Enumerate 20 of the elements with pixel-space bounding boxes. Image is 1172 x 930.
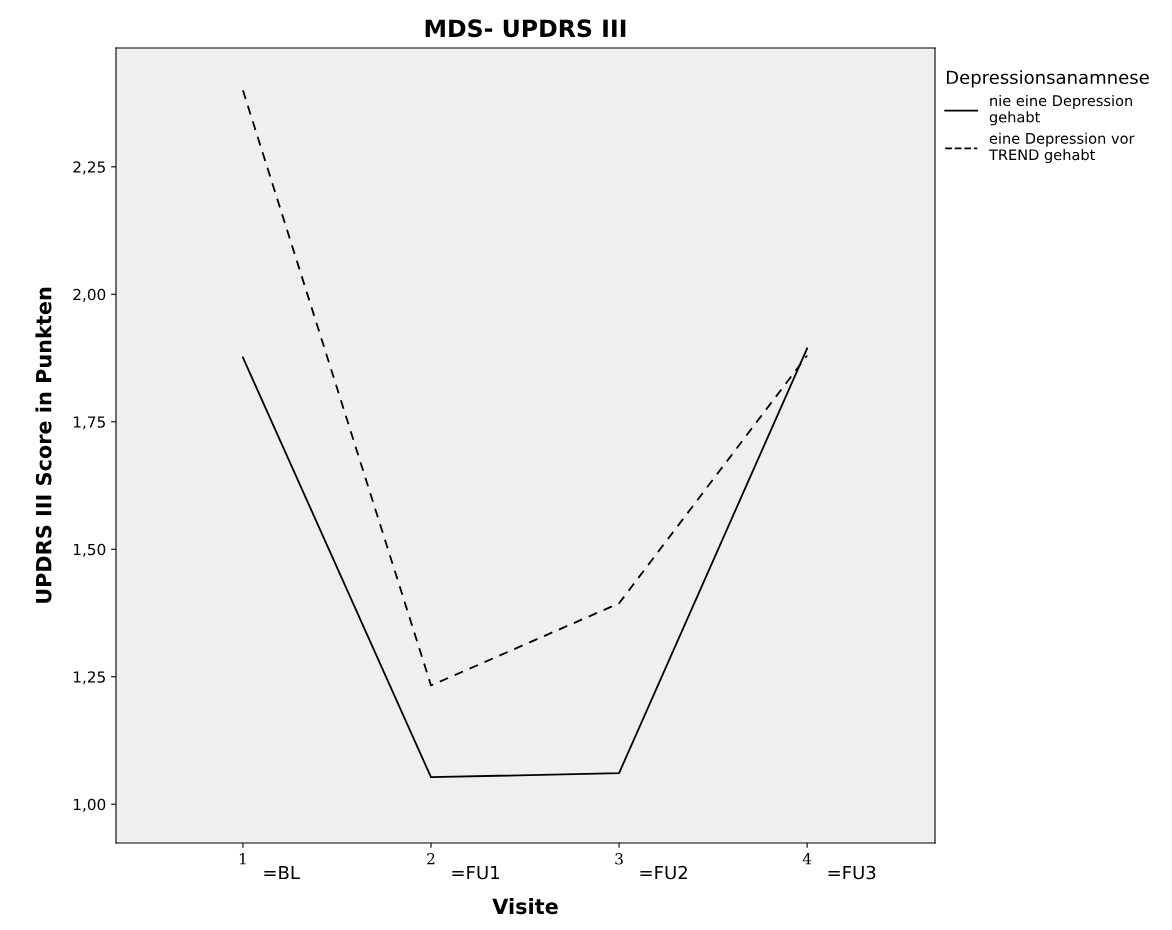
y-tick-label: 1,50 bbox=[73, 543, 106, 557]
text: =FU1 bbox=[452, 865, 499, 880]
y-axis-title: UPDRS III Score in Punkten bbox=[35, 287, 52, 603]
x-tick-label: 4 bbox=[802, 852, 812, 865]
legend-title: Depressionsanamnese bbox=[946, 70, 1149, 88]
legend-label: eine Depression vor TREND gehabt bbox=[988, 132, 1135, 164]
y-tick-label: 2,00 bbox=[73, 288, 106, 302]
y-tick-label: 1,00 bbox=[73, 798, 106, 812]
y-tick-label: 1,75 bbox=[73, 416, 105, 430]
text: =FU3 bbox=[828, 865, 876, 880]
x-tick-label: 3 bbox=[615, 852, 623, 865]
legend-label: nie eine Depression gehabt bbox=[989, 94, 1133, 126]
x-axis-title: Visite bbox=[492, 898, 558, 915]
text: =BL bbox=[264, 865, 300, 880]
y-tick-label: 1,25 bbox=[73, 671, 105, 685]
text: =FU2 bbox=[640, 865, 687, 880]
y-tick-label: 2,25 bbox=[73, 161, 105, 175]
x-tick-label: 1 bbox=[239, 852, 246, 865]
x-tick-label: 2 bbox=[427, 852, 435, 865]
chart-title: MDS- UPDRS III bbox=[425, 19, 626, 38]
